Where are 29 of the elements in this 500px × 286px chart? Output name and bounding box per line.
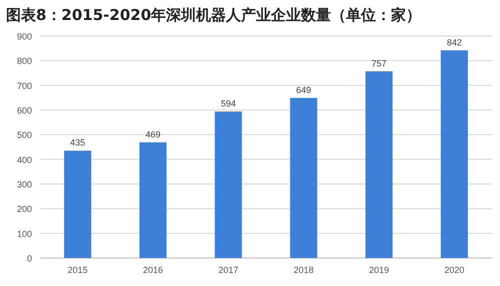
x-tick-label: 2017: [218, 265, 238, 275]
data-label: 757: [371, 58, 387, 68]
y-tick-label: 500: [16, 130, 32, 140]
data-label: 594: [220, 98, 236, 108]
y-tick-label: 400: [16, 154, 32, 165]
data-label: 842: [446, 37, 462, 48]
y-tick-label: 800: [16, 56, 32, 66]
x-tick-label: 2019: [368, 265, 390, 275]
bar: [139, 142, 167, 258]
bar: [214, 111, 242, 258]
data-label: 469: [145, 129, 161, 140]
bar: [290, 98, 318, 258]
y-tick-label: 300: [16, 180, 32, 190]
chart-title: 图表8：2015-2020年深圳机器人产业企业数量（单位：家）: [6, 6, 422, 24]
y-tick-label: 900: [16, 32, 32, 42]
y-tick-label: 100: [16, 228, 32, 239]
data-label: 435: [70, 138, 86, 148]
y-tick-label: 700: [16, 80, 32, 91]
x-tick-label: 2018: [294, 265, 314, 275]
x-tick-label: 2016: [142, 265, 164, 275]
bar: [64, 150, 92, 258]
y-tick-label: 0: [26, 254, 32, 264]
x-tick-label: 2020: [444, 265, 464, 275]
x-tick-label: 2015: [68, 265, 88, 275]
data-label: 649: [296, 84, 312, 95]
y-tick-label: 600: [16, 106, 32, 116]
bar: [365, 71, 393, 258]
bar: [440, 50, 468, 258]
y-tick-label: 200: [16, 204, 32, 214]
